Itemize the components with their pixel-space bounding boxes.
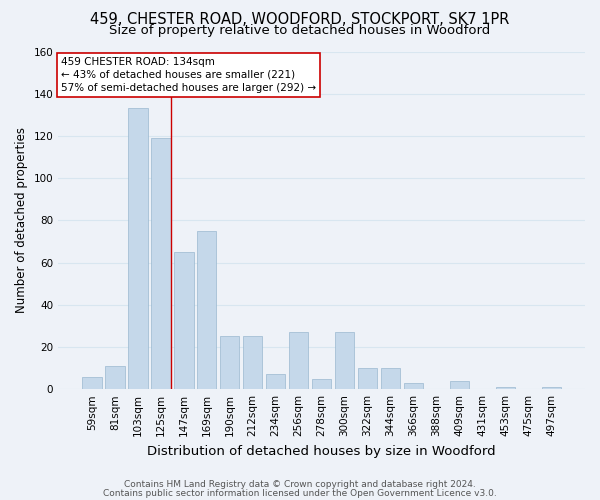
Text: Contains HM Land Registry data © Crown copyright and database right 2024.: Contains HM Land Registry data © Crown c… (124, 480, 476, 489)
Bar (82, 376, 101, 389)
Bar (220, 336, 239, 389)
Bar (358, 368, 377, 389)
Bar (542, 387, 561, 389)
Bar (449, 380, 469, 389)
Bar (197, 231, 217, 389)
Bar (381, 368, 400, 389)
Bar (404, 383, 423, 389)
Bar (289, 332, 308, 389)
Bar (312, 378, 331, 389)
Bar (105, 366, 125, 389)
Text: 459, CHESTER ROAD, WOODFORD, STOCKPORT, SK7 1PR: 459, CHESTER ROAD, WOODFORD, STOCKPORT, … (91, 12, 509, 28)
Y-axis label: Number of detached properties: Number of detached properties (15, 128, 28, 314)
Bar (128, 108, 148, 389)
Bar (266, 374, 286, 389)
Bar (243, 336, 262, 389)
Bar (174, 252, 194, 389)
Text: Size of property relative to detached houses in Woodford: Size of property relative to detached ho… (109, 24, 491, 37)
Bar (335, 332, 355, 389)
X-axis label: Distribution of detached houses by size in Woodford: Distribution of detached houses by size … (147, 444, 496, 458)
Text: Contains public sector information licensed under the Open Government Licence v3: Contains public sector information licen… (103, 488, 497, 498)
Bar (151, 138, 170, 389)
Text: 459 CHESTER ROAD: 134sqm
← 43% of detached houses are smaller (221)
57% of semi-: 459 CHESTER ROAD: 134sqm ← 43% of detach… (61, 56, 316, 93)
Bar (496, 387, 515, 389)
